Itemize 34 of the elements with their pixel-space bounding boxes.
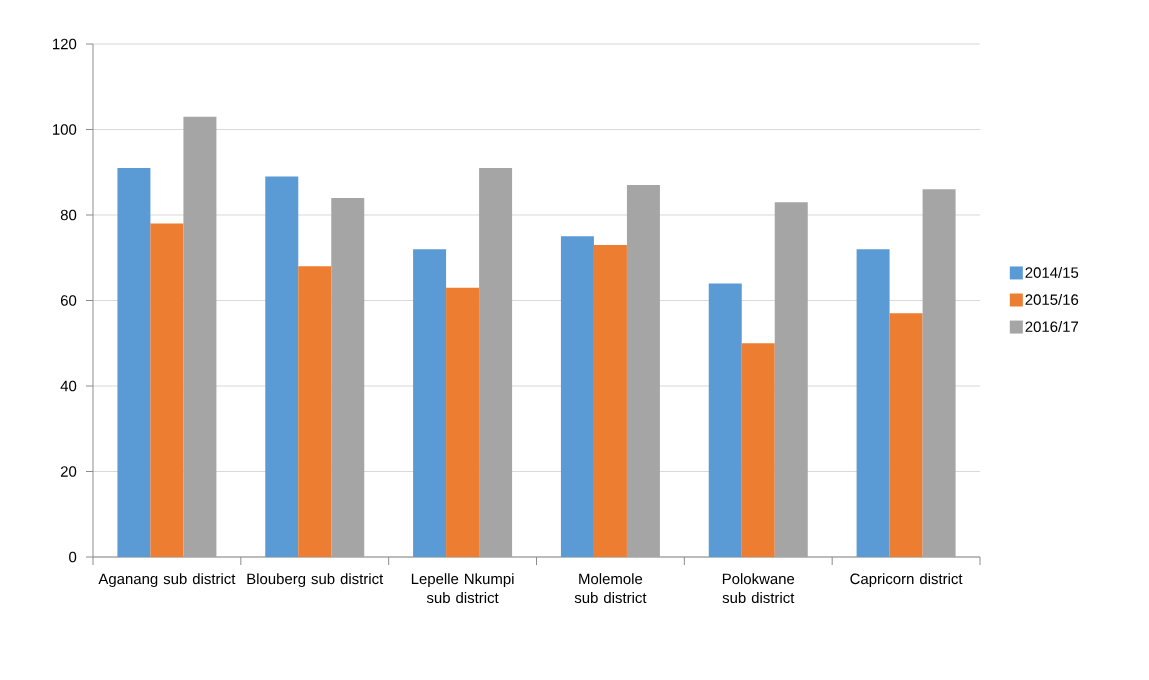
bar bbox=[298, 266, 332, 557]
bar bbox=[265, 176, 299, 557]
legend-label: 2015/16 bbox=[1025, 293, 1079, 305]
bar bbox=[446, 287, 480, 557]
bar bbox=[331, 197, 365, 557]
bar bbox=[889, 313, 923, 557]
bar bbox=[922, 189, 956, 557]
bar bbox=[708, 283, 742, 557]
x-tick-label: Polokwane sub district bbox=[722, 573, 795, 604]
y-tick-label: 80 bbox=[60, 209, 77, 221]
bar bbox=[774, 202, 808, 557]
bar bbox=[150, 223, 184, 557]
legend-label: 2016/17 bbox=[1025, 321, 1079, 332]
y-tick-label: 40 bbox=[60, 380, 77, 392]
bar bbox=[479, 167, 513, 557]
x-tick-label: Aganang sub district bbox=[98, 573, 236, 588]
bar bbox=[593, 244, 627, 557]
bar bbox=[741, 343, 775, 557]
x-tick-label: Blouberg sub district bbox=[247, 573, 384, 588]
y-tick-label: 60 bbox=[60, 295, 77, 306]
x-tick-label: Molemole sub district bbox=[574, 573, 647, 604]
y-tick-label: 100 bbox=[53, 124, 77, 135]
x-tick-label: Lepelle Nkumpi sub district bbox=[411, 573, 514, 604]
bar bbox=[117, 167, 151, 557]
bar bbox=[626, 185, 660, 557]
bar bbox=[183, 116, 217, 557]
bar bbox=[413, 249, 447, 557]
x-tick-label: Capricorn district bbox=[850, 573, 963, 588]
y-tick-label: 20 bbox=[60, 466, 77, 477]
legend-label: 2014/15 bbox=[1025, 266, 1079, 278]
y-tick-label: 120 bbox=[53, 38, 77, 50]
bar bbox=[856, 249, 890, 557]
y-tick-label: 0 bbox=[69, 551, 77, 563]
bar bbox=[560, 236, 594, 557]
